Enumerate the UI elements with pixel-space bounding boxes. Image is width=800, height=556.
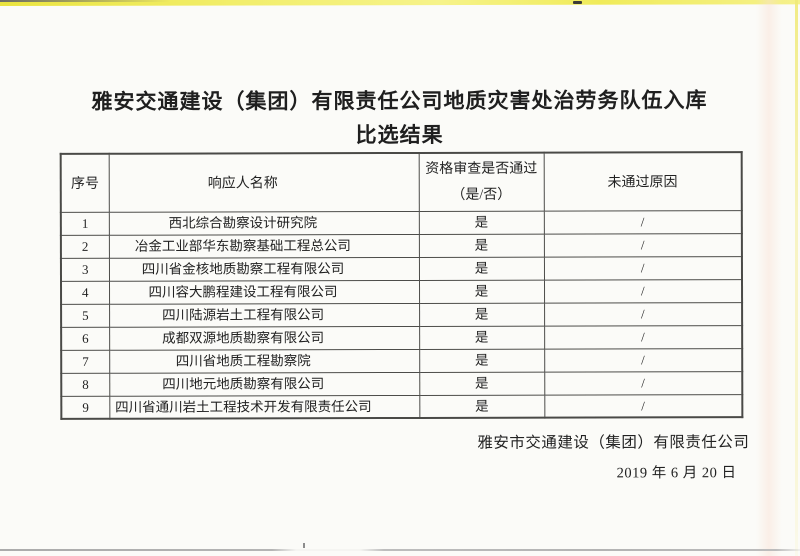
cell-reason: /	[544, 348, 743, 372]
table-row: 7 四川省地质工程勘察院 是 /	[61, 348, 743, 373]
cell-name: 四川陆源岩土工程有限公司	[109, 302, 420, 327]
cell-pass: 是	[419, 325, 545, 349]
cell-serial: 6	[61, 326, 110, 350]
cell-pass: 是	[419, 302, 545, 326]
table-header-row: 序号 响应人名称 资格审查是否通过 （是/否） 未通过原因	[60, 152, 742, 212]
cell-reason: /	[544, 394, 743, 418]
cell-name: 四川省通川岩土工程技术开发有限责任公司	[109, 394, 420, 419]
table-row: 5 四川陆源岩土工程有限公司 是 /	[61, 302, 743, 327]
cell-pass: 是	[418, 279, 545, 303]
document-title-line1: 雅安交通建设（集团）有限责任公司地质灾害处治劳务队伍入库	[91, 89, 708, 114]
cell-name: 西北综合勘察设计研究院	[108, 210, 419, 235]
document-title: 雅安交通建设（集团）有限责任公司地质灾害处治劳务队伍入库 比选结果	[0, 84, 800, 154]
header-serial-number: 序号	[60, 153, 109, 212]
cell-name: 成都双源地质勘察有限公司	[109, 325, 420, 350]
cell-serial: 5	[61, 303, 110, 327]
cell-reason: /	[544, 371, 743, 395]
table-row: 2 冶金工业部华东勘察基础工程总公司 是 /	[60, 233, 742, 258]
document-title-line2: 比选结果	[355, 123, 444, 148]
table-row: 6 成都双源地质勘察有限公司 是 /	[61, 325, 743, 350]
cell-reason: /	[543, 233, 742, 257]
cell-pass: 是	[419, 371, 545, 395]
header-qualification-pass: 资格审查是否通过 （是/否）	[418, 152, 544, 211]
cell-pass: 是	[419, 394, 545, 418]
cell-name: 四川地元地质勘察有限公司	[109, 371, 420, 396]
scan-artifact-bottom-speck	[303, 543, 305, 548]
cell-serial: 7	[61, 349, 110, 373]
cell-serial: 9	[61, 395, 110, 419]
cell-name: 四川容大鹏程建设工程有限公司	[109, 279, 420, 304]
table-row: 4 四川容大鹏程建设工程有限公司 是 /	[61, 279, 743, 304]
cell-name: 四川省金核地质勘察工程有限公司	[108, 256, 419, 281]
cell-reason: /	[543, 256, 742, 280]
table-row: 3 四川省金核地质勘察工程有限公司 是 /	[60, 256, 742, 281]
header-fail-reason: 未通过原因	[543, 152, 742, 211]
scan-artifact-top-speck	[573, 1, 582, 4]
cell-name: 冶金工业部华东勘察基础工程总公司	[108, 233, 419, 258]
table-row: 1 西北综合勘察设计研究院 是 /	[60, 210, 742, 235]
cell-serial: 2	[60, 234, 109, 258]
cell-serial: 4	[61, 280, 110, 304]
signature-company-name: 雅安市交通建设（集团）有限责任公司	[477, 434, 750, 452]
cell-reason: /	[543, 279, 743, 303]
cell-reason: /	[544, 302, 743, 326]
cell-reason: /	[544, 325, 743, 349]
cell-reason: /	[543, 210, 742, 234]
scan-artifact-bottom-line	[0, 549, 800, 551]
cell-pass: 是	[418, 233, 544, 257]
signature-date: 2019 年 6 月 20 日	[616, 465, 737, 482]
header-qualification-pass-line1: 资格审查是否通过	[425, 161, 538, 178]
header-qualification-pass-line2: （是/否）	[451, 187, 512, 204]
cell-pass: 是	[418, 210, 544, 234]
cell-name: 四川省地质工程勘察院	[109, 348, 420, 373]
table-row: 8 四川地元地质勘察有限公司 是 /	[61, 371, 743, 396]
scan-artifact-right-streak	[756, 0, 782, 556]
cell-pass: 是	[419, 348, 545, 372]
header-respondent-name: 响应人名称	[108, 152, 419, 212]
scan-artifact-top-dark-line	[0, 0, 170, 2]
table-row: 9 四川省通川岩土工程技术开发有限责任公司 是 /	[61, 394, 743, 419]
cell-pass: 是	[418, 256, 544, 280]
cell-serial: 1	[60, 211, 109, 235]
qualification-result-table: 序号 响应人名称 资格审查是否通过 （是/否） 未通过原因 1 西北综合勘察设计…	[59, 151, 744, 420]
cell-serial: 8	[61, 372, 110, 396]
scan-artifact-right-edge-line	[795, 0, 798, 556]
cell-serial: 3	[60, 257, 110, 281]
